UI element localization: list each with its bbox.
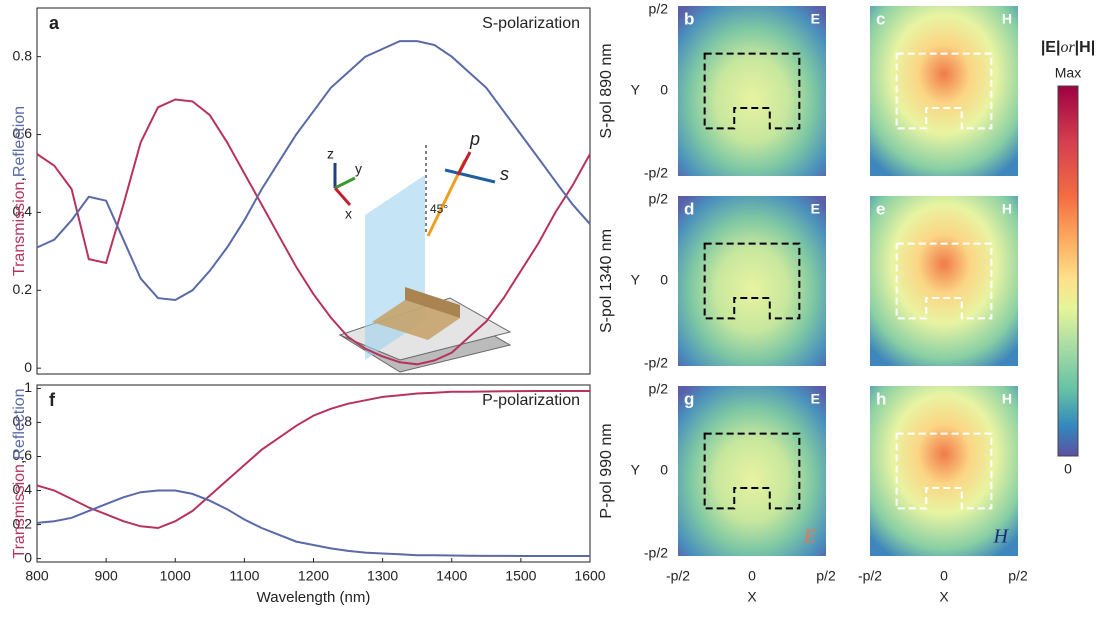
- figure: 00.20.40.60.8Transmission,ReflectionaS-p…: [0, 0, 1115, 617]
- row-label: S-pol 1340 nm: [598, 229, 615, 333]
- y-tick-label: 0: [660, 462, 668, 478]
- field-map: [870, 6, 1018, 176]
- data-line: [37, 391, 590, 528]
- field-letter: H: [1002, 391, 1012, 407]
- data-line: [37, 491, 590, 557]
- colorbar-title: |E|or|H|: [1041, 39, 1095, 57]
- inset-label: p: [469, 129, 480, 149]
- panel-letter: c: [876, 9, 885, 28]
- field-map: [678, 196, 826, 366]
- x-tick-label: p/2: [816, 568, 836, 584]
- x-tick-label: 1000: [160, 568, 191, 584]
- inset-label: s: [500, 164, 509, 184]
- field-letter: E: [811, 201, 820, 217]
- x-tick-label: 1100: [229, 568, 259, 584]
- field-letter: E: [811, 391, 820, 407]
- y-axis-label: Y: [631, 462, 641, 478]
- y-tick-label: 0.8: [13, 47, 33, 63]
- inset-axis-label: z: [327, 146, 334, 162]
- colorbar-min: 0: [1064, 461, 1072, 477]
- y-tick-label: 0: [24, 359, 32, 375]
- field-map: [870, 196, 1018, 366]
- panel-label: f: [49, 390, 56, 410]
- field-letter: H: [1002, 11, 1012, 27]
- y-axis-label: Y: [631, 82, 641, 98]
- y-tick-label: 0: [660, 272, 668, 288]
- row-label: S-pol 890 nm: [598, 43, 615, 138]
- inset-axis-label: x: [345, 206, 352, 222]
- plot-frame: [37, 385, 590, 562]
- colorbar-max: Max: [1055, 65, 1081, 81]
- y-axis-label: Transmission,Reflection: [11, 388, 28, 558]
- y-label-part: Reflection: [11, 388, 28, 459]
- panel-label: a: [49, 13, 60, 33]
- field-letter: H: [1002, 201, 1012, 217]
- y-label-part: Transmission: [11, 464, 28, 559]
- x-tick-label: 800: [25, 568, 49, 584]
- x-tick-label: 1500: [505, 568, 536, 584]
- x-axis-label: Wavelength (nm): [257, 589, 371, 606]
- x-tick-label: -p/2: [666, 568, 690, 584]
- y-label-part: Reflection: [11, 106, 28, 177]
- vector-label: E: [803, 526, 816, 548]
- y-axis-label: Y: [631, 272, 641, 288]
- y-tick-label: -p/2: [644, 545, 668, 561]
- panel-letter: h: [876, 389, 886, 408]
- y-tick-label: p/2: [649, 1, 669, 17]
- inset-illustration: [335, 145, 510, 372]
- panel-letter: e: [876, 199, 885, 218]
- y-label-part: Transmission: [11, 182, 28, 277]
- x-tick-label: 0: [748, 568, 756, 584]
- row-label: P-pol 990 nm: [598, 423, 615, 518]
- x-axis-label: X: [747, 589, 757, 605]
- plot-frame: [37, 8, 590, 374]
- x-tick-label: 1200: [298, 568, 329, 584]
- y-tick-label: 0: [660, 82, 668, 98]
- field-letter: E: [811, 11, 820, 27]
- y-tick-label: -p/2: [644, 355, 668, 371]
- field-map: [678, 6, 826, 176]
- colorbar-title-part: |E|: [1041, 39, 1061, 56]
- x-tick-label: 1400: [436, 568, 467, 584]
- vector-label: H: [993, 526, 1010, 548]
- colorbar-title-part: |H|: [1075, 39, 1096, 56]
- inset-label: 45°: [430, 202, 448, 216]
- x-axis-label: X: [939, 589, 949, 605]
- y-axis-label: Transmission,Reflection: [11, 106, 28, 276]
- colorbar: [1058, 86, 1078, 456]
- panel-letter: b: [684, 9, 694, 28]
- x-tick-label: 1300: [367, 568, 398, 584]
- x-tick-label: 0: [940, 568, 948, 584]
- x-tick-label: 900: [94, 568, 118, 584]
- y-tick-label: 0.2: [13, 281, 33, 297]
- x-tick-label: -p/2: [858, 568, 882, 584]
- x-tick-label: 1600: [574, 568, 605, 584]
- x-tick-label: p/2: [1008, 568, 1028, 584]
- inset-axis-label: y: [355, 161, 362, 177]
- panel-letter: g: [684, 389, 694, 408]
- y-tick-label: p/2: [649, 381, 669, 397]
- annotation: S-polarization: [482, 15, 580, 32]
- annotation: P-polarization: [482, 392, 580, 409]
- y-tick-label: -p/2: [644, 165, 668, 181]
- panel-letter: d: [684, 199, 694, 218]
- colorbar-title-part: or: [1060, 39, 1075, 56]
- y-tick-label: p/2: [649, 191, 669, 207]
